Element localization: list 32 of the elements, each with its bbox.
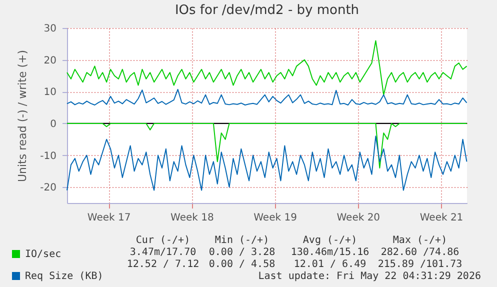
y-tick-label: -10 — [40, 150, 56, 162]
line-series — [66, 40, 468, 96]
y-tick-label: -20 — [40, 182, 56, 194]
x-tick-label: Week 17 — [87, 212, 131, 224]
line-series — [66, 88, 468, 106]
y-tick-label: 30 — [44, 24, 56, 34]
text: 12.01 / 6.49 — [294, 259, 366, 270]
y-tick-label: 10 — [44, 87, 56, 98]
text: Max (-/+) — [392, 235, 448, 246]
line-series — [66, 122, 468, 168]
x-tick-label: Week 20 — [336, 212, 380, 224]
x-tick-label: Week 21 — [420, 212, 464, 224]
legend-label: Req Size (KB) — [25, 271, 104, 282]
legend-label: IO/sec — [25, 249, 62, 260]
text: Cur (-/+) — [136, 235, 190, 246]
text: 3.47m/17.70 — [130, 247, 196, 258]
text: Min (-/+) — [214, 235, 270, 246]
y-tick-label: 20 — [44, 55, 56, 66]
text: 215.89 /101.73 — [378, 259, 462, 270]
text: 0.00 / 3.28 — [208, 247, 276, 258]
text: 0.00 / 4.58 — [208, 259, 276, 270]
line-series — [66, 136, 468, 191]
text: Last update: Fri May 22 04:31:29 2026 — [258, 271, 481, 282]
text: 282.60 /74.86 — [380, 247, 460, 258]
y-axis-title: Units read (-) / write (+) — [16, 50, 30, 182]
x-tick-label: Week 19 — [254, 212, 297, 224]
x-tick-label: Week 18 — [170, 212, 214, 224]
chart-title: IOs for /dev/md2 - by month — [174, 3, 360, 18]
text: 130.46m/15.16 — [290, 247, 370, 258]
text: 12.52 / 7.12 — [126, 259, 200, 270]
y-tick-label: 0 — [50, 118, 56, 130]
text: Avg (-/+) — [302, 235, 358, 246]
